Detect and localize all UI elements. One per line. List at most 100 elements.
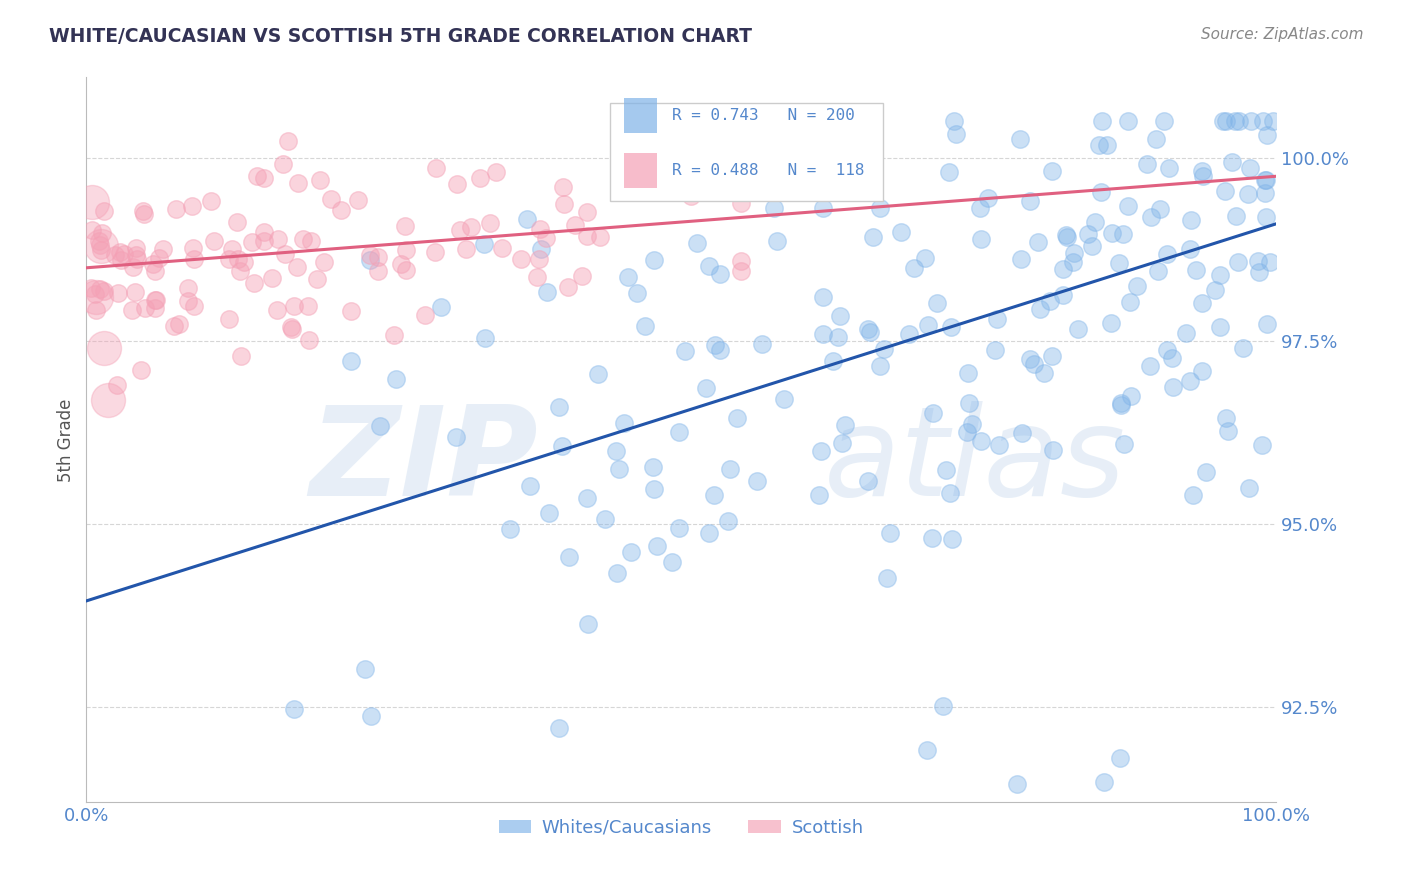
Point <box>607 461 630 475</box>
Point <box>536 285 558 300</box>
Text: WHITE/CAUCASIAN VS SCOTTISH 5TH GRADE CORRELATION CHART: WHITE/CAUCASIAN VS SCOTTISH 5TH GRADE CO… <box>49 27 752 45</box>
Point <box>367 250 389 264</box>
Point <box>606 566 628 581</box>
Point <box>856 475 879 489</box>
Point <box>1159 161 1181 175</box>
Point <box>859 325 882 339</box>
Point <box>242 276 264 290</box>
Point <box>1213 184 1236 198</box>
Point <box>1109 398 1132 412</box>
Point <box>984 343 1007 357</box>
Point <box>122 260 145 274</box>
Point <box>1029 302 1052 317</box>
Point <box>246 169 269 183</box>
Point <box>709 267 731 281</box>
Point <box>479 216 502 230</box>
Point <box>1237 481 1260 495</box>
Point <box>1088 138 1111 153</box>
Point <box>181 199 204 213</box>
Point <box>491 242 513 256</box>
Point <box>105 377 128 392</box>
Point <box>84 303 107 318</box>
Point <box>267 232 290 246</box>
Point <box>960 417 983 431</box>
Point <box>697 259 720 273</box>
Point <box>516 211 538 226</box>
Point <box>163 318 186 333</box>
Point <box>643 252 665 267</box>
Point <box>1178 242 1201 256</box>
Point <box>977 191 1000 205</box>
Point <box>641 460 664 475</box>
Point <box>1163 380 1185 394</box>
Point <box>107 285 129 300</box>
Point <box>956 425 979 439</box>
Point <box>945 127 967 141</box>
Point <box>575 205 598 219</box>
Point <box>125 252 148 267</box>
Point <box>862 229 884 244</box>
Point <box>177 281 200 295</box>
Point <box>1099 316 1122 330</box>
Point <box>903 261 925 276</box>
Point <box>1212 114 1234 128</box>
Point <box>571 268 593 283</box>
Point <box>917 318 939 332</box>
Point <box>858 322 880 336</box>
Point <box>359 248 381 262</box>
Point <box>152 242 174 256</box>
Point <box>423 245 446 260</box>
Point <box>576 228 599 243</box>
Point <box>766 234 789 248</box>
Point <box>751 336 773 351</box>
Point <box>1024 357 1046 371</box>
Point <box>1063 245 1085 260</box>
Point <box>346 194 368 208</box>
Point <box>1019 194 1042 208</box>
Point <box>1254 210 1277 224</box>
Point <box>1161 351 1184 365</box>
Point <box>679 189 702 203</box>
Point <box>1140 211 1163 225</box>
Point <box>890 225 912 239</box>
Point <box>725 410 748 425</box>
Point <box>873 343 896 357</box>
Point <box>340 303 363 318</box>
Point <box>385 371 408 385</box>
Point <box>1052 261 1074 276</box>
Point <box>229 264 252 278</box>
Point <box>1184 263 1206 277</box>
Point <box>1144 132 1167 146</box>
Point <box>593 512 616 526</box>
Point <box>703 488 725 502</box>
Point <box>1227 114 1250 128</box>
Point <box>1067 322 1090 336</box>
Point <box>449 223 471 237</box>
Point <box>89 238 111 252</box>
Point <box>169 317 191 331</box>
Point <box>668 425 690 440</box>
Point <box>718 462 741 476</box>
Point <box>1222 154 1244 169</box>
Point <box>93 284 115 298</box>
Point <box>717 514 740 528</box>
Point <box>112 247 135 261</box>
Point <box>1256 317 1278 331</box>
Point <box>1232 341 1254 355</box>
Point <box>557 280 579 294</box>
Point <box>1007 777 1029 791</box>
Point <box>221 242 243 256</box>
Point <box>382 328 405 343</box>
Point <box>1195 465 1218 479</box>
Point <box>668 521 690 535</box>
Point <box>1010 132 1032 146</box>
Point <box>1240 114 1263 128</box>
Point <box>1112 437 1135 451</box>
Point <box>811 326 834 341</box>
Point <box>1208 268 1230 282</box>
Point <box>340 353 363 368</box>
Point <box>460 220 482 235</box>
Point <box>1090 186 1112 200</box>
Point <box>129 363 152 377</box>
Point <box>183 299 205 313</box>
